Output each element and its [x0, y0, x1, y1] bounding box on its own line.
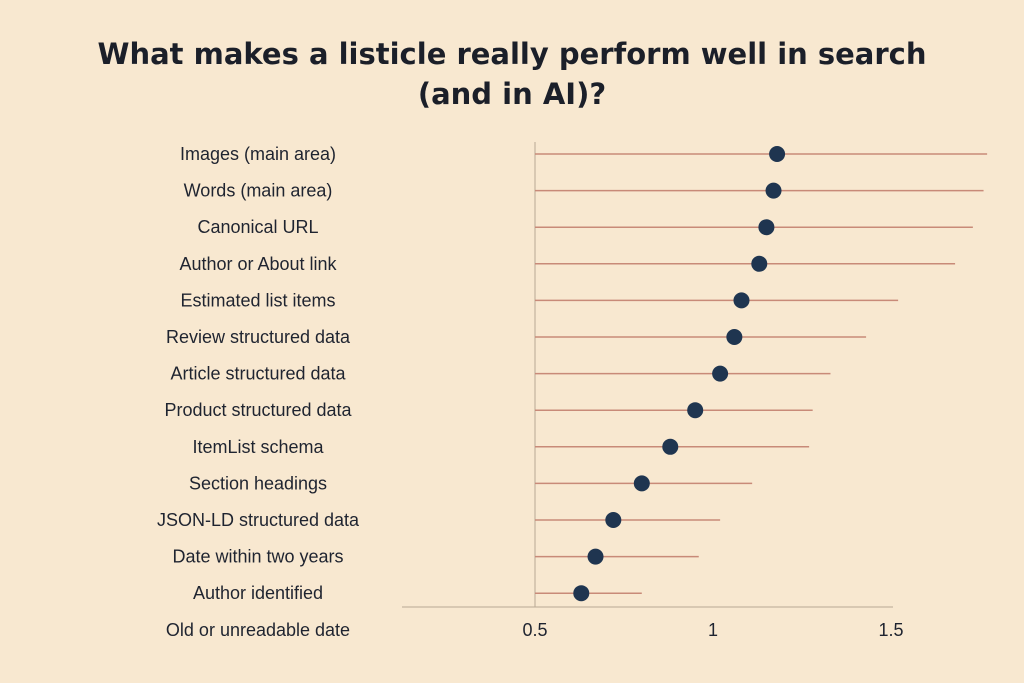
- category-label: Section headings: [189, 473, 327, 493]
- category-label: Estimated list items: [180, 290, 335, 310]
- category-label: Old or unreadable date: [166, 620, 350, 640]
- x-tick-label: 0.5: [522, 620, 547, 640]
- x-tick-label: 1: [708, 620, 718, 640]
- category-label: Author identified: [193, 583, 323, 603]
- data-marks: [535, 146, 988, 602]
- estimate-point: [769, 146, 786, 162]
- estimate-point: [633, 475, 650, 492]
- category-label: Date within two years: [172, 547, 343, 567]
- category-labels: Images (main area) Words (main area) Canon…: [157, 144, 360, 640]
- estimate-point: [726, 329, 743, 345]
- chart-title-line-2: (and in AI)?: [417, 77, 607, 111]
- category-label: Review structured data: [166, 327, 351, 347]
- estimate-point: [587, 548, 604, 565]
- estimate-point: [687, 402, 704, 419]
- category-label: Product structured data: [164, 400, 352, 420]
- category-label: Canonical URL: [197, 217, 318, 237]
- estimate-point: [751, 255, 768, 272]
- estimate-point: [662, 438, 679, 455]
- category-label: JSON-LD structured data: [157, 510, 360, 530]
- estimate-point: [573, 585, 590, 602]
- estimate-point: [758, 219, 775, 236]
- estimate-point: [765, 182, 782, 199]
- estimate-point: [605, 512, 622, 528]
- category-label: ItemList schema: [192, 437, 324, 457]
- category-label: Words (main area): [184, 181, 333, 201]
- estimate-point: [733, 292, 750, 309]
- chart-title: What makes a listicle really perform wel…: [0, 34, 1024, 114]
- category-label: Author or About link: [179, 254, 337, 274]
- category-label: Images (main area): [180, 144, 336, 164]
- x-tick-label: 1.5: [878, 620, 903, 640]
- estimate-point: [712, 365, 729, 382]
- chart-title-line-1: What makes a listicle really perform wel…: [97, 37, 927, 71]
- category-label: Article structured data: [170, 364, 346, 384]
- x-axis: 0.511.522.5: [402, 142, 904, 640]
